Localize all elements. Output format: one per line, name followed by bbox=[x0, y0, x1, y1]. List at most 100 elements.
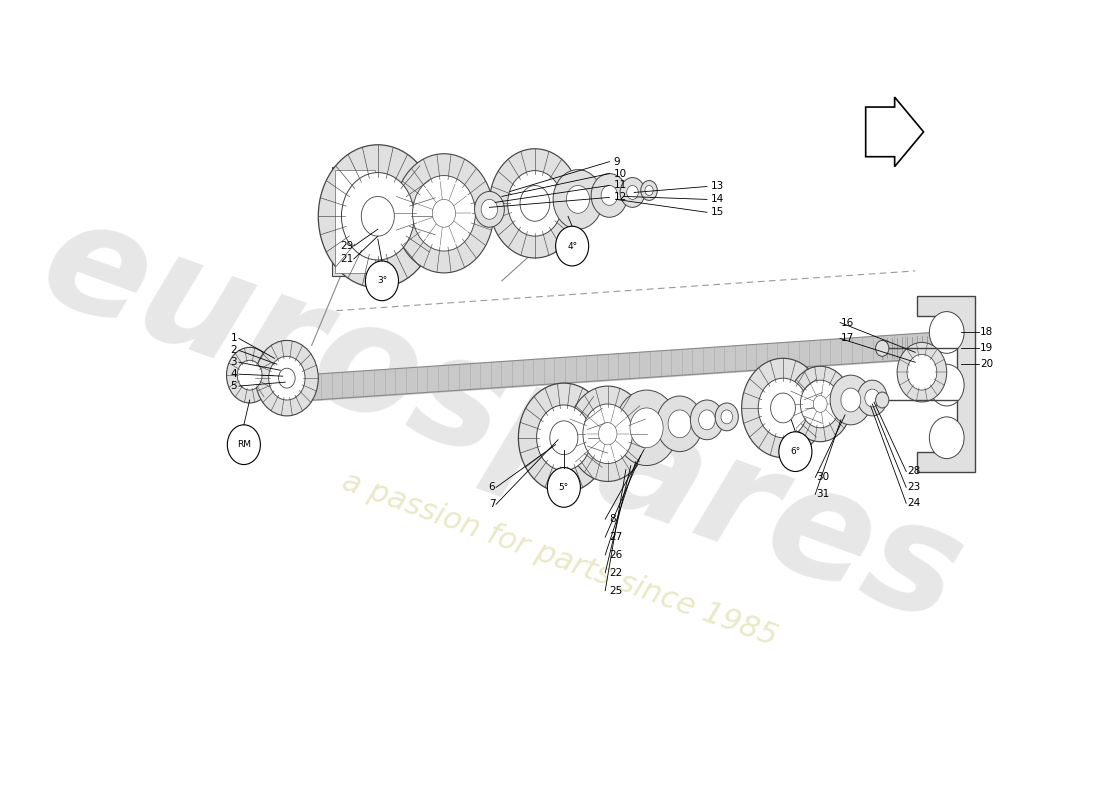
Text: 13: 13 bbox=[711, 182, 724, 191]
Circle shape bbox=[238, 360, 262, 390]
Text: 23: 23 bbox=[908, 482, 921, 492]
Text: 1: 1 bbox=[231, 334, 238, 343]
Circle shape bbox=[598, 422, 617, 445]
Circle shape bbox=[627, 186, 638, 199]
Text: 5: 5 bbox=[231, 381, 238, 391]
Text: 27: 27 bbox=[609, 532, 623, 542]
Text: 3°: 3° bbox=[377, 276, 387, 286]
Text: 4°: 4° bbox=[568, 242, 578, 250]
Circle shape bbox=[789, 366, 851, 442]
Circle shape bbox=[432, 199, 455, 227]
Text: 30: 30 bbox=[816, 473, 829, 482]
Text: 3: 3 bbox=[231, 358, 238, 367]
Circle shape bbox=[591, 174, 627, 218]
Circle shape bbox=[865, 389, 880, 407]
Text: eurospares: eurospares bbox=[22, 185, 981, 655]
Text: 7: 7 bbox=[488, 499, 495, 510]
Text: 25: 25 bbox=[609, 586, 623, 596]
Circle shape bbox=[615, 390, 678, 466]
Circle shape bbox=[412, 175, 475, 251]
Circle shape bbox=[715, 403, 738, 430]
Circle shape bbox=[361, 197, 395, 236]
Circle shape bbox=[553, 170, 603, 229]
Circle shape bbox=[758, 378, 807, 438]
Circle shape bbox=[668, 410, 691, 438]
Text: 15: 15 bbox=[711, 207, 724, 218]
Circle shape bbox=[876, 392, 889, 408]
Text: 4: 4 bbox=[231, 369, 238, 379]
Polygon shape bbox=[917, 296, 975, 471]
Circle shape bbox=[227, 347, 273, 403]
Text: 24: 24 bbox=[908, 498, 921, 508]
Circle shape bbox=[268, 356, 305, 400]
Circle shape bbox=[741, 358, 824, 458]
Text: 14: 14 bbox=[711, 194, 724, 205]
Circle shape bbox=[341, 173, 415, 260]
Circle shape bbox=[771, 393, 795, 423]
Circle shape bbox=[930, 417, 964, 458]
Text: 29: 29 bbox=[340, 241, 353, 251]
Text: RM: RM bbox=[236, 440, 251, 449]
Circle shape bbox=[813, 396, 827, 412]
Circle shape bbox=[395, 154, 494, 273]
Circle shape bbox=[876, 341, 889, 356]
Circle shape bbox=[568, 386, 648, 482]
Text: 6°: 6° bbox=[790, 447, 801, 456]
Circle shape bbox=[365, 261, 398, 301]
Circle shape bbox=[518, 383, 609, 492]
Circle shape bbox=[630, 408, 663, 448]
Circle shape bbox=[720, 410, 733, 424]
Text: 16: 16 bbox=[840, 318, 854, 327]
Circle shape bbox=[550, 421, 578, 454]
Text: 5°: 5° bbox=[559, 483, 569, 492]
Circle shape bbox=[278, 368, 295, 388]
Circle shape bbox=[840, 388, 860, 412]
Circle shape bbox=[620, 178, 645, 207]
Circle shape bbox=[657, 396, 703, 452]
Text: 6: 6 bbox=[488, 482, 495, 492]
Circle shape bbox=[645, 186, 653, 195]
Text: 19: 19 bbox=[980, 343, 993, 354]
Circle shape bbox=[520, 186, 550, 222]
Text: 28: 28 bbox=[908, 466, 921, 477]
Circle shape bbox=[474, 191, 504, 227]
Text: 20: 20 bbox=[980, 359, 993, 370]
Text: 2: 2 bbox=[231, 346, 238, 355]
Circle shape bbox=[548, 467, 581, 507]
Text: 22: 22 bbox=[609, 568, 623, 578]
Circle shape bbox=[255, 341, 318, 416]
Text: 10: 10 bbox=[614, 169, 627, 178]
Circle shape bbox=[490, 149, 581, 258]
Circle shape bbox=[830, 375, 871, 425]
Text: 11: 11 bbox=[614, 181, 627, 190]
Polygon shape bbox=[866, 97, 924, 166]
Circle shape bbox=[698, 410, 715, 430]
Text: 8: 8 bbox=[609, 514, 616, 524]
Circle shape bbox=[601, 186, 617, 206]
Bar bbox=[332, 166, 377, 276]
Circle shape bbox=[641, 181, 658, 200]
Circle shape bbox=[566, 186, 590, 214]
Text: 12: 12 bbox=[614, 193, 627, 202]
Circle shape bbox=[908, 354, 937, 390]
Circle shape bbox=[507, 170, 562, 236]
Text: 31: 31 bbox=[816, 490, 829, 499]
Text: 21: 21 bbox=[340, 254, 353, 264]
Circle shape bbox=[583, 404, 632, 463]
Circle shape bbox=[481, 199, 497, 219]
Text: 26: 26 bbox=[609, 550, 623, 560]
Circle shape bbox=[228, 425, 261, 465]
Text: 9: 9 bbox=[614, 157, 620, 166]
Circle shape bbox=[556, 226, 588, 266]
Circle shape bbox=[537, 405, 591, 470]
Circle shape bbox=[857, 380, 888, 416]
Circle shape bbox=[779, 432, 812, 471]
Text: 18: 18 bbox=[980, 327, 993, 338]
Text: a passion for parts since 1985: a passion for parts since 1985 bbox=[338, 466, 781, 651]
Circle shape bbox=[801, 380, 840, 428]
Circle shape bbox=[318, 145, 438, 288]
Circle shape bbox=[691, 400, 724, 440]
Circle shape bbox=[898, 342, 947, 402]
Circle shape bbox=[930, 364, 964, 406]
Text: 17: 17 bbox=[840, 334, 854, 343]
